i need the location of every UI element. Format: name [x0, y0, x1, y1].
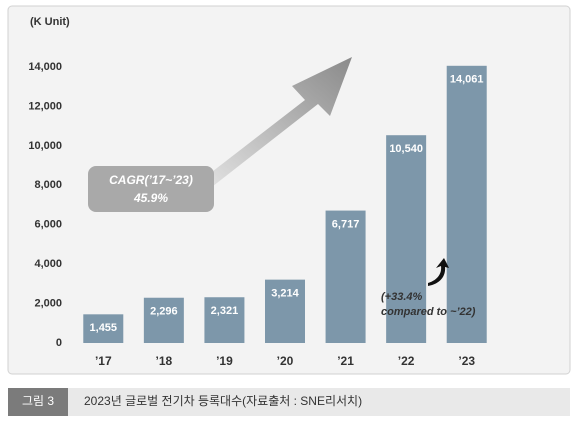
x-tick-label: ’21: [337, 354, 354, 368]
bar: [325, 210, 366, 343]
value-label: 10,540: [389, 143, 423, 155]
bar: [386, 135, 427, 343]
x-tick-label: ’17: [95, 354, 112, 368]
bar: [204, 297, 245, 343]
caption-label-box: [8, 388, 68, 416]
y-tick-label: 12,000: [28, 100, 62, 112]
cagr-box: [88, 166, 214, 212]
caption-box: [68, 388, 570, 416]
value-label: 1,455: [90, 322, 118, 334]
caption-text: 2023년 글로벌 전기차 등록대수(자료출처 : SNE리서치): [84, 394, 362, 408]
growth-arrow: [428, 258, 449, 286]
x-tick-label: ’20: [277, 354, 294, 368]
y-tick-label: 14,000: [28, 61, 62, 73]
y-tick-label: 8,000: [34, 179, 62, 191]
bar: [83, 314, 124, 343]
annotation: compared to ~’22): [381, 306, 476, 318]
bar: [446, 65, 487, 344]
value-label: 6,717: [332, 218, 360, 230]
value-label: 2,296: [150, 306, 178, 318]
value-label: 3,214: [271, 288, 299, 300]
x-tick-label: ’23: [458, 354, 475, 368]
bar: [143, 297, 184, 343]
y-tick-label: 10,000: [28, 140, 62, 152]
chart-frame: [7, 5, 571, 375]
y-tick-label: 0: [56, 337, 62, 349]
value-label: 14,061: [450, 74, 484, 86]
x-tick-label: ’19: [216, 354, 233, 368]
annotation: (+33.4%: [381, 291, 422, 303]
bar: [265, 279, 305, 343]
unit-label: (K Unit): [30, 16, 70, 28]
y-tick-label: 4,000: [34, 258, 62, 270]
x-tick-label: ’22: [398, 354, 415, 368]
annotation: CAGR(’17~’23): [109, 173, 193, 187]
annotation: 45.9%: [133, 191, 168, 205]
x-tick-label: ’18: [156, 354, 173, 368]
caption-label: 그림 3: [22, 394, 54, 408]
value-label: 2,321: [211, 305, 239, 317]
y-tick-label: 6,000: [34, 219, 62, 231]
y-tick-label: 2,000: [34, 297, 62, 309]
cagr-arrow: [195, 57, 352, 190]
